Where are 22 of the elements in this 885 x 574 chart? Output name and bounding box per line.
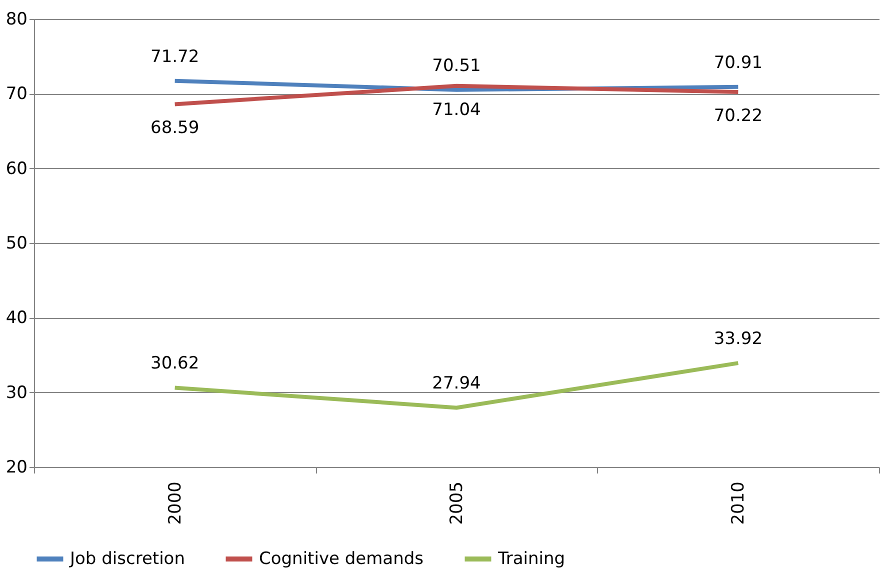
y-tick-label: 20 xyxy=(6,458,28,478)
legend-label: Cognitive demands xyxy=(259,549,424,569)
data-label: 68.59 xyxy=(150,118,200,138)
data-label: 71.72 xyxy=(150,46,200,67)
y-tick-label: 40 xyxy=(6,308,28,328)
data-label: 70.22 xyxy=(714,106,763,126)
legend-label: Job discretion xyxy=(69,549,185,569)
x-tick-label: 2000 xyxy=(165,482,186,525)
y-tick-label: 70 xyxy=(6,84,28,104)
data-label: 70.51 xyxy=(432,56,481,76)
data-label: 27.94 xyxy=(432,374,481,394)
legend-label: Training xyxy=(497,549,566,569)
x-tick-label: 2005 xyxy=(447,482,467,525)
data-label: 71.04 xyxy=(432,100,481,120)
y-tick-label: 50 xyxy=(6,234,28,254)
data-label: 33.92 xyxy=(714,329,763,350)
data-label: 70.91 xyxy=(714,52,763,73)
y-tick-label: 60 xyxy=(6,158,28,179)
data-label: 30.62 xyxy=(150,354,200,374)
x-tick-label: 2010 xyxy=(728,482,749,525)
y-tick-label: 30 xyxy=(6,382,28,403)
y-tick-label: 80 xyxy=(6,10,28,30)
